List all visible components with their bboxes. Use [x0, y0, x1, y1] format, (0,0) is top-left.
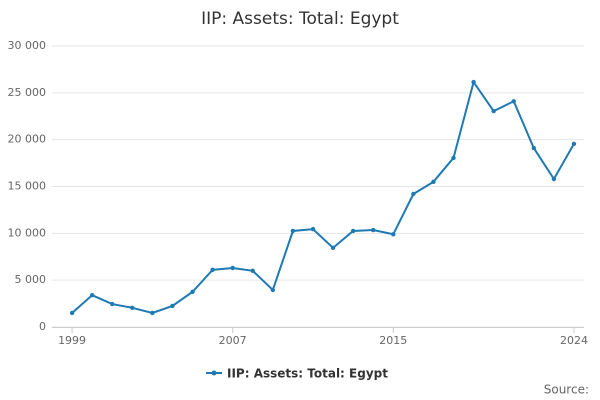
legend-label: IIP: Assets: Total: Egypt [227, 367, 388, 381]
point [330, 245, 336, 251]
point [411, 191, 416, 197]
point [350, 228, 356, 234]
y-tick-label: 25 000 [8, 86, 47, 99]
point [170, 303, 175, 309]
x-tick-label: 2015 [379, 334, 407, 347]
line [71, 79, 575, 314]
chart-title: IIP: Assets: Total: Egypt [201, 9, 399, 29]
point [491, 108, 496, 114]
point [551, 176, 557, 182]
point [451, 155, 456, 161]
point [150, 310, 155, 316]
x-tick-label: 2024 [560, 334, 588, 347]
y-tick-label: 15 000 [8, 180, 47, 193]
point [69, 310, 75, 316]
point [391, 232, 396, 237]
y-tick-label: 10 000 [8, 226, 47, 239]
legend-marker [211, 370, 217, 376]
point [110, 301, 115, 307]
point [371, 227, 376, 233]
point [89, 292, 95, 298]
point [431, 179, 436, 185]
point [571, 141, 577, 147]
point [210, 267, 215, 273]
point [130, 305, 135, 310]
point [190, 289, 195, 295]
point [531, 145, 537, 151]
point [290, 228, 296, 234]
point [230, 265, 235, 271]
y-tick-label: 20 000 [8, 133, 47, 146]
point [511, 99, 516, 104]
x-tick-label: 2007 [219, 334, 247, 347]
x-tick-label: 1999 [58, 334, 86, 347]
y-tick-label: 5 000 [15, 273, 47, 286]
point [250, 268, 255, 273]
source: Source: [544, 383, 589, 397]
point [270, 287, 276, 293]
y-tick-label: 30 000 [8, 39, 47, 52]
y-tick-label: 0 [39, 320, 46, 333]
point [310, 226, 316, 232]
point [471, 79, 476, 85]
